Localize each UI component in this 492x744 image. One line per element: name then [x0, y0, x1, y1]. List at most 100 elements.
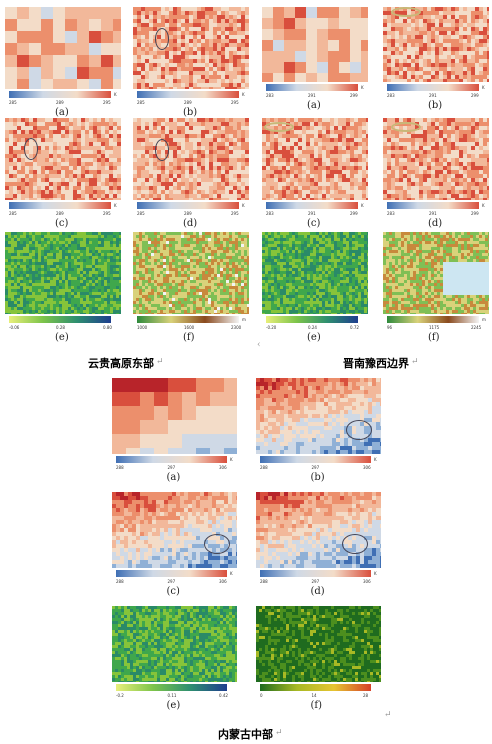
colorbar-tick: 289: [56, 211, 64, 216]
map-2-4: [112, 606, 237, 682]
group-caption: 晋南豫西边界: [343, 357, 409, 370]
colorbar-tick: 306: [363, 579, 371, 584]
colorbar-tick: 297: [167, 579, 176, 584]
colorbar-tick: 285: [9, 100, 17, 105]
highlight-ellipse: [342, 534, 368, 554]
colorbar-tick: 297: [311, 579, 320, 584]
colorbar: [260, 456, 371, 463]
colorbar-tick: 295: [103, 100, 111, 105]
highlight-ellipse: [346, 420, 372, 440]
colorbar: [9, 316, 111, 323]
colorbar: [387, 202, 479, 209]
colorbar-tick: 297: [311, 465, 320, 470]
colorbar-unit: m: [482, 317, 486, 322]
colorbar-tick: 285: [9, 211, 17, 216]
colorbar-tick: 295: [103, 211, 111, 216]
panel-label: (d): [183, 218, 198, 229]
map-1-4: [262, 232, 368, 314]
colorbar-tick: 96: [387, 325, 393, 330]
colorbar-tick: 0.42: [219, 693, 228, 698]
panel-label: (d): [428, 218, 443, 229]
highlight-ellipse: [264, 122, 294, 132]
colorbar-tick: 289: [184, 211, 192, 216]
paragraph-mark: ↵: [384, 710, 392, 720]
map-2-3: [256, 492, 381, 568]
panel-label: (f): [183, 332, 195, 343]
colorbar-tick: 306: [219, 465, 227, 470]
panel-label: (a): [55, 107, 69, 118]
colorbar-tick: 295: [231, 100, 239, 105]
colorbar-tick: 285: [137, 211, 145, 216]
colorbar-tick: 291: [308, 211, 316, 216]
group-caption: 云贵高原东部: [88, 357, 154, 370]
map-1-1: [383, 7, 489, 82]
colorbar-tick: 2300: [231, 325, 242, 330]
colorbar-unit: m: [242, 317, 246, 322]
map-1-5: [383, 232, 489, 314]
colorbar: [387, 316, 479, 323]
map-0-4: [5, 232, 121, 314]
map-1-2: [262, 118, 368, 200]
colorbar-tick: 283: [266, 93, 274, 98]
colorbar-unit: K: [242, 92, 245, 97]
map-2-0: [112, 378, 237, 454]
map-2-1: [256, 378, 381, 454]
colorbar: [266, 316, 358, 323]
colorbar-unit: K: [230, 457, 233, 462]
panel-label: (b): [428, 100, 443, 111]
colorbar: [260, 570, 371, 577]
colorbar-tick: 306: [363, 465, 371, 470]
colorbar: [137, 202, 239, 209]
colorbar-tick: 291: [308, 93, 316, 98]
colorbar-unit: K: [482, 85, 485, 90]
colorbar-tick: 283: [387, 93, 395, 98]
map-0-3: [133, 118, 249, 200]
colorbar: [9, 91, 111, 98]
colorbar-tick: 299: [471, 211, 479, 216]
colorbar-tick: 0: [260, 693, 263, 698]
panel-label: (c): [307, 218, 321, 229]
colorbar-tick: 297: [167, 465, 176, 470]
colorbar-tick: 1600: [184, 325, 195, 330]
paragraph-mark: ↵: [275, 728, 283, 738]
paragraph-mark: ↵: [411, 357, 419, 367]
colorbar-tick: 1175: [429, 325, 440, 330]
colorbar-unit: K: [482, 203, 485, 208]
colorbar-unit: K: [230, 571, 233, 576]
colorbar-unit: K: [114, 92, 117, 97]
map-2-5: [256, 606, 381, 682]
colorbar-tick: 288: [116, 579, 124, 584]
map-0-5: [133, 232, 249, 314]
highlight-ellipse: [391, 122, 421, 132]
colorbar: [137, 91, 239, 98]
colorbar-tick: 291: [429, 211, 437, 216]
colorbar-unit: K: [114, 203, 117, 208]
colorbar-tick: 2245: [471, 325, 482, 330]
colorbar-tick: 0.72: [350, 325, 359, 330]
colorbar-tick: 288: [260, 465, 268, 470]
colorbar-tick: 14: [311, 693, 317, 698]
colorbar: [116, 570, 227, 577]
panel-label: (c): [166, 586, 180, 597]
colorbar-unit: K: [361, 85, 364, 90]
colorbar-tick: 283: [266, 211, 274, 216]
panel-label: (b): [183, 107, 198, 118]
colorbar-tick: 289: [56, 100, 64, 105]
panel-label: (f): [428, 332, 440, 343]
colorbar-tick: 289: [184, 100, 192, 105]
map-0-0: [5, 7, 121, 89]
group-caption: 内蒙古中部: [218, 728, 273, 741]
colorbar-tick: 0.28: [56, 325, 65, 330]
panel-label: (a): [166, 472, 181, 483]
map-0-1: [133, 7, 249, 89]
highlight-ellipse: [204, 534, 230, 554]
colorbar-unit: K: [374, 457, 377, 462]
paragraph-mark: ‹: [257, 340, 261, 350]
colorbar-tick: 283: [387, 211, 395, 216]
panel-label: (a): [307, 100, 321, 111]
colorbar-tick: 299: [350, 211, 358, 216]
colorbar: [137, 316, 239, 323]
colorbar-unit: K: [374, 571, 377, 576]
colorbar-tick: 288: [260, 579, 268, 584]
map-1-0: [262, 7, 368, 82]
